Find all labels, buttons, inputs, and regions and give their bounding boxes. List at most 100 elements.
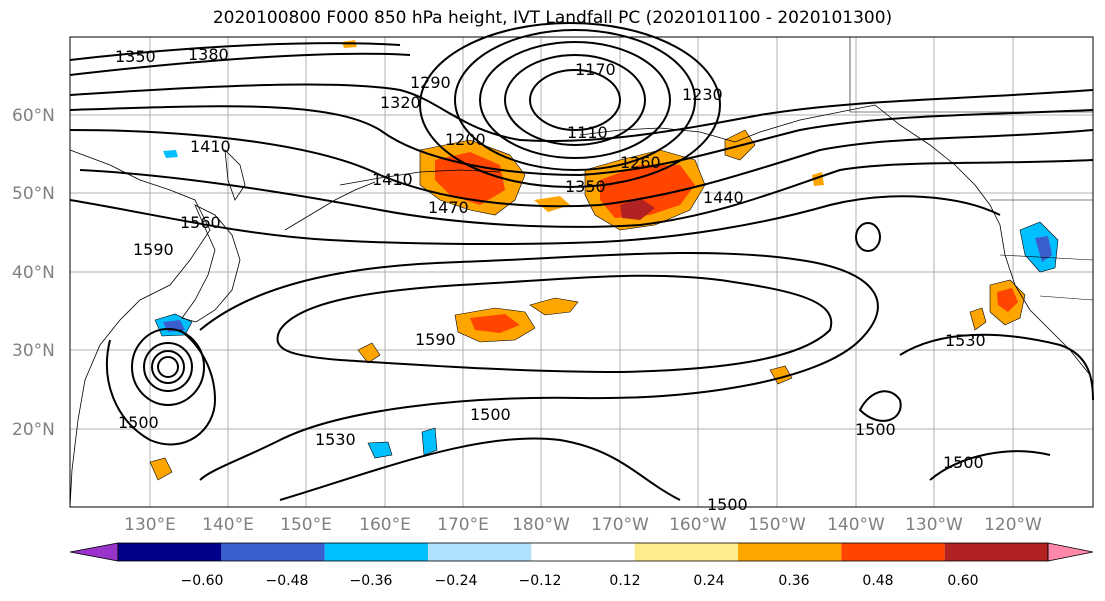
ivt-shading (149, 40, 1059, 481)
colorbar-ticks: −0.60 −0.48 −0.36 −0.24 −0.12 0.12 0.24 … (181, 573, 979, 589)
aleutian-islands (339, 169, 501, 186)
lon-label: 150°E (280, 515, 332, 535)
contour-label: 1320 (380, 93, 421, 112)
contour-label: 1500 (707, 495, 748, 514)
lat-label: 60°N (12, 106, 55, 126)
contour-label: 1590 (133, 240, 174, 259)
ivt-negative-region (421, 427, 438, 456)
contour-label: 1110 (567, 123, 608, 142)
contour-label: 1530 (315, 430, 356, 449)
contour-label: 1350 (115, 47, 156, 66)
contour-label: 1500 (855, 420, 896, 439)
map-frame (69, 36, 1094, 508)
colorbar-segment (841, 543, 945, 561)
contour-labels: 1350 1380 1290 1320 1410 1470 1170 1110 … (115, 45, 986, 514)
lon-label: 180°W (512, 515, 570, 535)
lon-label: 120°W (984, 515, 1042, 535)
sakhalin-coastline (224, 148, 246, 201)
colorbar-segment (738, 543, 842, 561)
colorbar-segment (118, 543, 222, 561)
lat-label: 50°N (12, 184, 55, 204)
contour-label: 1290 (410, 73, 451, 92)
contour-label: 1410 (190, 137, 231, 156)
ivt-max-region (620, 198, 655, 220)
ivt-negative-region (367, 441, 393, 459)
lon-label: 160°W (669, 515, 727, 535)
contour-label: 1560 (180, 213, 221, 232)
lon-label: 170°W (591, 515, 649, 535)
lon-label: 160°E (359, 515, 411, 535)
contour-label: 1530 (945, 331, 986, 350)
longitude-labels: 130°E 140°E 150°E 160°E 170°E 180°W 170°… (124, 515, 1042, 535)
ivt-positive-region (357, 342, 381, 364)
typhoon-contour (157, 356, 179, 378)
contour-line (106, 329, 217, 446)
contour-label: 1470 (428, 198, 469, 217)
contour-label: 1230 (682, 85, 723, 104)
contour-line (529, 69, 621, 131)
ivt-positive-region (534, 196, 570, 212)
contour-line (504, 54, 646, 146)
colorbar-tick-label: 0.24 (693, 573, 724, 589)
map-title: 2020100800 F000 850 hPa height, IVT Land… (212, 8, 893, 28)
lon-label: 170°E (437, 515, 489, 535)
contour-line (929, 450, 1051, 481)
contour-label: 1500 (118, 413, 159, 432)
lat-label: 40°N (12, 263, 55, 283)
contour-line (454, 29, 696, 171)
colorbar-tick-label: 0.60 (947, 573, 978, 589)
colorbar (69, 542, 1094, 562)
colorbar-segment (531, 543, 635, 561)
colorbar-segment (221, 543, 325, 561)
height-contours (69, 22, 1094, 501)
contour-line (69, 52, 411, 76)
north-america-coastline (579, 104, 1091, 376)
country-borders (849, 37, 1094, 301)
contour-line (69, 195, 1001, 246)
colorbar-tick-label: −0.48 (266, 573, 309, 589)
colorbar-segment (428, 543, 532, 561)
ivt-strong-region (435, 152, 505, 205)
lon-label: 150°W (748, 515, 806, 535)
ivt-strong-region (470, 314, 520, 333)
typhoon-contour (131, 328, 205, 406)
contour-label: 1590 (415, 330, 456, 349)
ivt-positive-region (149, 457, 173, 481)
contour-line (419, 22, 721, 188)
lon-label: 140°W (827, 515, 885, 535)
lon-label: 130°W (905, 515, 963, 535)
colorbar-segment (634, 543, 738, 561)
typhoon-contour (151, 350, 185, 384)
colorbar-tick-label: −0.36 (350, 573, 393, 589)
contour-line (858, 390, 902, 422)
colorbar-extend-high (1047, 542, 1094, 562)
contour-label: 1350 (565, 177, 606, 196)
contour-label: 1260 (620, 153, 661, 172)
contour-line (199, 251, 879, 481)
kuril-islands (284, 181, 376, 231)
contour-line (69, 105, 1094, 177)
colorbar-segment (944, 543, 1048, 561)
contour-label: 1380 (188, 45, 229, 64)
ivt-positive-region (529, 297, 579, 316)
ivt-strong-region (997, 288, 1018, 312)
contour-line (899, 333, 1094, 401)
ivt-negative-region (1035, 236, 1052, 262)
ivt-negative-region (163, 150, 178, 158)
colorbar-tick-label: 0.48 (862, 573, 893, 589)
lon-label: 140°E (202, 515, 254, 535)
contour-line (279, 437, 681, 501)
latitude-labels: 60°N 50°N 40°N 30°N 20°N (12, 106, 55, 440)
contour-label: 1410 (372, 170, 413, 189)
contour-line (276, 274, 833, 374)
colorbar-tick-label: −0.60 (181, 573, 224, 589)
contour-line (69, 129, 1094, 208)
colorbar-tick-label: −0.24 (435, 573, 478, 589)
colorbar-tick-label: 0.12 (609, 573, 640, 589)
japan-coastline (181, 204, 241, 323)
ivt-positive-region (969, 307, 987, 331)
lat-label: 20°N (12, 420, 55, 440)
contour-line (79, 159, 1094, 228)
contour-line (69, 83, 1094, 142)
